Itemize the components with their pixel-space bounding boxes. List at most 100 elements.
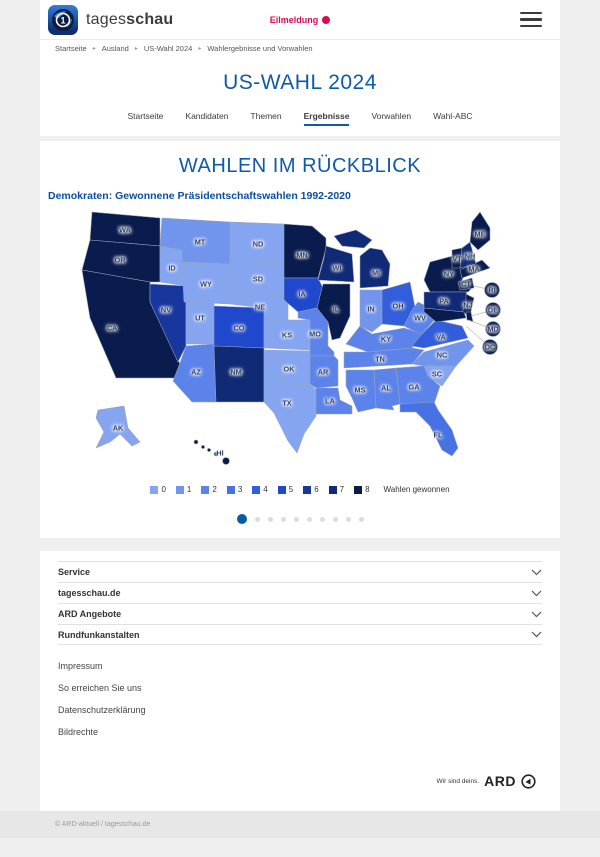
ard-tagline: Wir sind deins. bbox=[436, 777, 480, 785]
page-title: US-WAHL 2024 bbox=[223, 71, 377, 94]
hamburger-menu-icon[interactable] bbox=[520, 8, 542, 32]
accordion-service[interactable]: Service bbox=[58, 561, 542, 582]
state-CT[interactable] bbox=[457, 277, 475, 291]
state-TN[interactable] bbox=[343, 347, 425, 369]
legend-swatch bbox=[226, 485, 235, 494]
tab-themen[interactable]: Themen bbox=[250, 111, 282, 121]
state-IN[interactable] bbox=[359, 289, 383, 333]
legend-value: 7 bbox=[339, 485, 345, 494]
state-NV[interactable] bbox=[149, 283, 187, 363]
state-AL[interactable] bbox=[373, 367, 401, 411]
accordion-label: tagesschau.de bbox=[58, 588, 121, 598]
legend-value: 3 bbox=[237, 485, 243, 494]
breadcrumb-item[interactable]: US-Wahl 2024 bbox=[143, 44, 193, 53]
state-WY[interactable] bbox=[181, 261, 231, 305]
footer-link-datenschutzerkl-rung[interactable]: Datenschutzerklärung bbox=[58, 705, 146, 715]
tab-wahl-abc[interactable]: Wahl-ABC bbox=[433, 111, 473, 121]
state-IL[interactable] bbox=[316, 283, 351, 341]
pagination-dot[interactable] bbox=[332, 516, 338, 522]
state-HI[interactable] bbox=[201, 445, 205, 449]
pagination-dot[interactable] bbox=[267, 516, 273, 522]
state-MN[interactable] bbox=[283, 223, 327, 279]
footer-link-impressum[interactable]: Impressum bbox=[58, 661, 103, 671]
legend-item: 8 bbox=[354, 485, 370, 494]
pagination-dot[interactable] bbox=[254, 516, 260, 522]
state-HI[interactable] bbox=[213, 451, 219, 457]
state-MI[interactable] bbox=[359, 247, 391, 289]
legend-swatch bbox=[175, 485, 184, 494]
state-ME[interactable] bbox=[469, 211, 491, 251]
state-HI[interactable] bbox=[222, 457, 230, 465]
state-TX[interactable] bbox=[263, 357, 317, 454]
state-NH[interactable] bbox=[459, 241, 477, 269]
map-widget-card: WAHLEN IM RÜCKBLICK Demokraten: Gewonnen… bbox=[40, 141, 560, 538]
legend-unit-label: Wahlen gewonnen bbox=[383, 485, 450, 494]
pagination-dot[interactable] bbox=[306, 516, 312, 522]
svg-text:1: 1 bbox=[60, 15, 65, 25]
state-RI[interactable] bbox=[484, 282, 500, 298]
legend-value: 0 bbox=[161, 485, 166, 494]
pagination-dot[interactable] bbox=[236, 514, 247, 524]
accordion-tagesschau-de[interactable]: tagesschau.de bbox=[58, 582, 542, 603]
state-HI[interactable] bbox=[193, 439, 199, 445]
state-SD[interactable] bbox=[229, 261, 285, 295]
legend-swatch bbox=[277, 485, 286, 494]
state-VA[interactable] bbox=[411, 319, 469, 349]
state-AK[interactable] bbox=[95, 405, 141, 449]
legend-item: 3 bbox=[226, 485, 243, 494]
copyright-text: © ARD-aktuell / tagesschau.de bbox=[55, 821, 151, 828]
pagination-dot[interactable] bbox=[345, 516, 351, 522]
legend-item: 7 bbox=[328, 485, 345, 494]
breadcrumb-item[interactable]: Startseite bbox=[55, 44, 87, 53]
state-DC[interactable] bbox=[482, 339, 498, 355]
state-CO[interactable] bbox=[213, 305, 265, 349]
legend-swatch bbox=[303, 485, 312, 494]
pagination-dot[interactable] bbox=[319, 516, 325, 522]
tab-vorwahlen[interactable]: Vorwahlen bbox=[371, 111, 412, 121]
tab-kandidaten[interactable]: Kandidaten bbox=[185, 111, 229, 121]
state-LA[interactable] bbox=[315, 387, 353, 415]
ard-logo-link[interactable]: Wir sind deins. ARD bbox=[437, 773, 536, 789]
accordion-rundfunkanstalten[interactable]: Rundfunkanstalten bbox=[58, 624, 542, 645]
legend-value: 1 bbox=[186, 485, 192, 494]
legend-value: 2 bbox=[212, 485, 217, 494]
tagesschau-logo-link[interactable]: 1 tagesschau bbox=[48, 4, 174, 35]
breaking-news-banner: Eilmeldung bbox=[40, 15, 560, 25]
state-OR[interactable] bbox=[81, 239, 161, 283]
state-NM[interactable] bbox=[213, 345, 265, 403]
tagesschau-wordmark: tagesschau bbox=[86, 10, 174, 28]
breadcrumb-separator-icon: ▸ bbox=[92, 46, 96, 52]
breadcrumb-item[interactable]: Ausland bbox=[101, 44, 129, 53]
accordion-ard-angebote[interactable]: ARD Angebote bbox=[58, 603, 542, 624]
eilmeldung-link[interactable]: Eilmeldung bbox=[270, 15, 331, 25]
state-MD[interactable] bbox=[485, 321, 501, 337]
state-WI[interactable] bbox=[317, 245, 355, 283]
legend-value: 6 bbox=[314, 485, 319, 494]
chevron-down-icon bbox=[531, 590, 542, 596]
state-DE[interactable] bbox=[485, 302, 501, 318]
state-MS[interactable] bbox=[345, 369, 377, 413]
hero-section: US-WAHL 2024 Startseite Kandidaten Themen E… bbox=[40, 57, 560, 136]
breadcrumb-item[interactable]: Wahlergebnisse und Vorwahlen bbox=[207, 44, 313, 53]
state-MI[interactable] bbox=[333, 229, 373, 249]
state-KS[interactable] bbox=[263, 319, 311, 351]
tab-startseite[interactable]: Startseite bbox=[127, 111, 164, 121]
breadcrumb-separator-icon: ▸ bbox=[198, 46, 202, 52]
footer-link-bildrechte[interactable]: Bildrechte bbox=[58, 727, 99, 737]
state-FL[interactable] bbox=[399, 401, 459, 457]
pagination-dot[interactable] bbox=[280, 516, 286, 522]
footer-links: Impressum So erreichen Sie uns Datenschutz… bbox=[58, 655, 542, 743]
chart-subtitle: Demokraten: Gewonnene Präsidentschaftswa… bbox=[48, 190, 351, 202]
footer-link-so-erreichen-sie-uns[interactable]: So erreichen Sie uns bbox=[58, 683, 142, 693]
legend-swatch bbox=[328, 485, 337, 494]
tab-ergebnisse[interactable]: Ergebnisse bbox=[303, 111, 350, 126]
state-AR[interactable] bbox=[309, 355, 339, 389]
chevron-down-icon bbox=[531, 631, 542, 638]
pagination-dot[interactable] bbox=[293, 516, 299, 522]
state-MD[interactable] bbox=[423, 307, 467, 323]
state-ND[interactable] bbox=[229, 221, 285, 265]
state-HI[interactable] bbox=[207, 448, 211, 452]
pagination-dot[interactable] bbox=[358, 516, 364, 522]
eilmeldung-dot-icon bbox=[322, 15, 331, 24]
section-tabs: Startseite Kandidaten Themen Ergebnisse Vorw… bbox=[40, 111, 560, 136]
